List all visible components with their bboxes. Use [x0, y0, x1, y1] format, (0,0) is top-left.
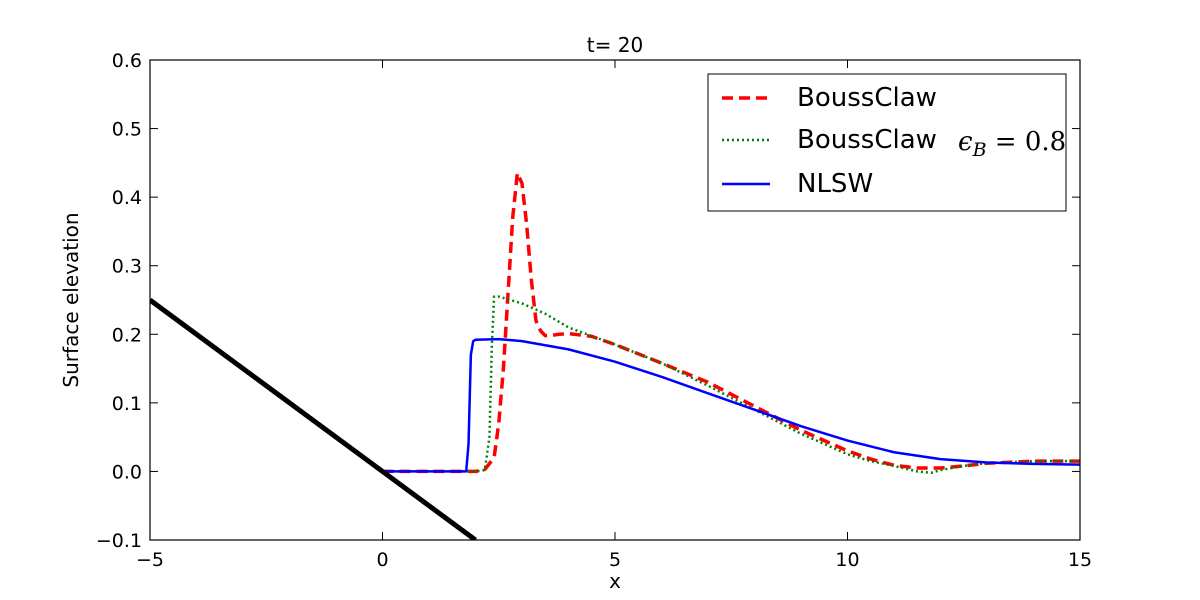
y-axis-label: Surface elevation — [59, 212, 83, 387]
series-line-nlsw-2 — [382, 337, 1080, 473]
legend-math-label: ϵB = 0.8 — [958, 127, 1066, 161]
x-tick-label: 10 — [835, 549, 859, 571]
x-tick-label: −5 — [136, 549, 164, 571]
x-tick-label: 0 — [376, 549, 388, 571]
y-tick-label: 0.2 — [112, 324, 142, 346]
series-line-boussclaw-1 — [382, 295, 1080, 475]
y-tick-label: 0.0 — [112, 461, 142, 483]
legend-label: BoussClaw — [797, 125, 937, 155]
y-tick-label: 0.4 — [112, 187, 142, 209]
y-tick-label: −0.1 — [96, 530, 142, 552]
legend-box — [707, 73, 1067, 212]
y-tick-label: 0.3 — [112, 256, 142, 278]
x-tick-label: 5 — [609, 549, 621, 571]
x-axis-label: x — [609, 569, 621, 593]
chart-title: t= 20 — [587, 33, 643, 57]
plot-border — [149, 59, 1081, 541]
plot-frame — [149, 59, 1081, 541]
legend: BoussClaw BoussClaw ϵB = 0.8 NLSW — [707, 73, 1067, 212]
series-line-boussclaw-0 — [382, 171, 1080, 474]
y-tick-label: 0.5 — [112, 119, 142, 141]
y-tick-label: 0.1 — [112, 393, 142, 415]
legend-label: BoussClaw — [797, 83, 937, 113]
x-tick-label: 15 — [1068, 549, 1092, 571]
beach-slope-line — [150, 297, 477, 540]
series-layer — [150, 171, 1080, 540]
tick-labels: −5 0 5 10 15 −0.1 0.0 0.1 0.2 0.3 0.4 0.5 0.6 — [96, 50, 1092, 571]
y-tick-label: 0.6 — [112, 50, 142, 72]
legend-label: NLSW — [797, 169, 873, 199]
